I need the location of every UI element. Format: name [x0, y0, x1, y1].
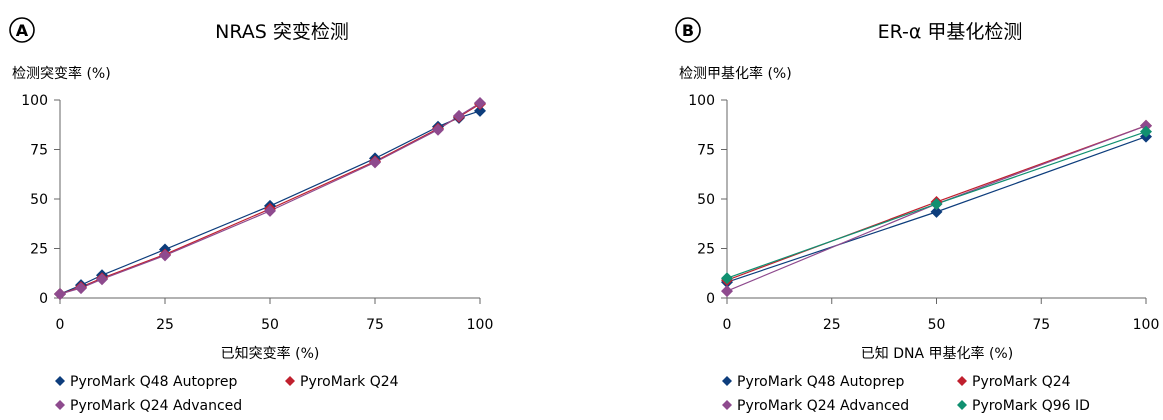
- x-tick-label: 25: [823, 317, 841, 333]
- x-tick-label: 50: [261, 317, 279, 333]
- y-tick-label: 75: [697, 143, 715, 159]
- y-tick-label: 100: [21, 93, 48, 109]
- data-point-series-3: [75, 282, 87, 295]
- series-line-2: [59, 103, 481, 295]
- legend-marker: [55, 376, 65, 386]
- x-axis-label: 已知 DNA 甲基化率 (%): [861, 345, 1013, 362]
- x-tick-label: 75: [366, 317, 384, 333]
- data-point-series-3: [264, 204, 276, 217]
- legend-marker: [285, 376, 295, 386]
- panel-label: B: [682, 21, 694, 40]
- x-tick-label: 0: [723, 317, 732, 333]
- x-tick-label: 50: [928, 317, 946, 333]
- x-tick-label: 75: [1032, 317, 1050, 333]
- legend-label: PyroMark Q96 ID: [972, 398, 1090, 414]
- data-point-series-3: [54, 288, 66, 301]
- x-axis-label: 已知突变率 (%): [221, 345, 320, 362]
- data-point-series-4: [930, 197, 943, 210]
- y-tick-label: 50: [697, 192, 715, 208]
- data-point-series-1: [930, 205, 943, 218]
- legend-marker: [957, 400, 967, 410]
- legend-label: PyroMark Q48 Autoprep: [737, 374, 904, 390]
- x-tick-label: 100: [467, 317, 494, 333]
- legend-marker: [55, 400, 65, 410]
- x-tick-label: 25: [156, 317, 174, 333]
- data-point-series-3: [96, 273, 108, 286]
- y-tick-label: 25: [30, 242, 48, 258]
- legend-marker: [957, 376, 967, 386]
- data-point-series-3: [159, 249, 171, 262]
- panel-label-circle: [675, 17, 701, 43]
- legend-label: PyroMark Q24: [300, 374, 399, 390]
- chart-title: NRAS 突变检测: [215, 21, 349, 43]
- data-point-series-4: [721, 272, 733, 285]
- y-tick-label: 50: [30, 192, 48, 208]
- y-tick-label: 0: [39, 291, 48, 307]
- data-point-series-3: [453, 109, 465, 122]
- data-point-series-1: [474, 104, 486, 117]
- y-tick-label: 0: [706, 291, 715, 307]
- x-tick-label: 0: [56, 317, 65, 333]
- y-tick-label: 25: [697, 242, 715, 258]
- data-point-series-3: [432, 123, 444, 136]
- chart-title: ER-α 甲基化检测: [878, 21, 1023, 43]
- panel-label: A: [16, 21, 29, 40]
- legend-marker: [722, 400, 732, 410]
- panel-label-circle: [9, 17, 35, 43]
- series-line-3: [59, 102, 481, 295]
- y-tick-label: 75: [30, 143, 48, 159]
- legend-label: PyroMark Q48 Autoprep: [70, 374, 237, 390]
- data-point-series-3: [721, 285, 733, 298]
- x-tick-label: 100: [1133, 317, 1160, 333]
- data-point-series-3: [369, 156, 381, 169]
- y-tick-label: 100: [688, 93, 715, 109]
- legend-marker: [722, 376, 732, 386]
- y-axis-label: 检测突变率 (%): [12, 65, 111, 82]
- y-axis-label: 检测甲基化率 (%): [679, 65, 792, 82]
- legend-label: PyroMark Q24 Advanced: [737, 398, 909, 414]
- legend-label: PyroMark Q24 Advanced: [70, 398, 242, 414]
- data-point-series-4: [1140, 125, 1152, 138]
- data-point-series-3: [474, 96, 486, 109]
- legend-label: PyroMark Q24: [972, 374, 1071, 390]
